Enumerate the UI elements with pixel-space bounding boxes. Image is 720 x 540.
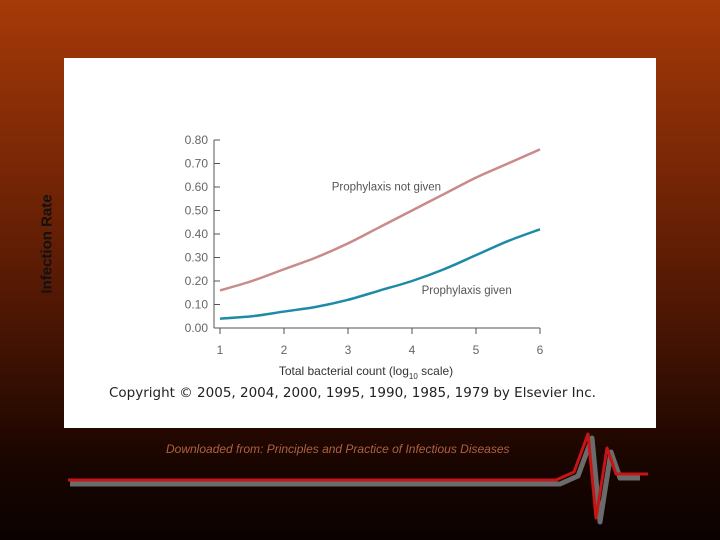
y-tick-label: 0.40 — [185, 227, 209, 241]
y-tick-label: 0.30 — [185, 251, 209, 265]
x-tick-label: 5 — [473, 343, 480, 357]
x-tick-label: 1 — [217, 343, 224, 357]
y-tick-label: 0.80 — [185, 133, 209, 147]
series-line-prophylaxis-given — [219, 228, 541, 320]
x-tick-label: 3 — [345, 343, 352, 357]
line-chart: 0.00 0.10 0.20 0.30 0.40 0.50 0.60 0.70 0.80 1 2 3 4… — [185, 133, 544, 381]
x-axis-label: Total bacterial count (log10 scale) — [279, 364, 453, 381]
y-tick-label: 0.00 — [185, 321, 209, 335]
y-tick-label: 0.10 — [185, 298, 209, 312]
y-tick-label: 0.70 — [185, 157, 209, 171]
series-line-prophylaxis-not-given — [219, 148, 541, 292]
copyright-text: Copyright © 2005, 2004, 2000, 1995, 1990… — [109, 385, 596, 401]
chart-figure: 0.00 0.10 0.20 0.30 0.40 0.50 0.60 0.70 0.80 1 2 3 4… — [64, 58, 656, 428]
y-tick-label: 0.20 — [185, 274, 209, 288]
x-tick-label: 4 — [409, 343, 416, 357]
y-tick-label: 0.50 — [185, 204, 209, 218]
source-note: Downloaded from: Principles and Practice… — [166, 442, 510, 456]
x-tick-label: 2 — [281, 343, 288, 357]
x-tick-label: 6 — [537, 343, 544, 357]
series-label-prophylaxis-not-given: Prophylaxis not given — [332, 182, 441, 194]
y-tick-label: 0.60 — [185, 180, 209, 194]
series-label-prophylaxis-given: Prophylaxis given — [422, 285, 512, 297]
